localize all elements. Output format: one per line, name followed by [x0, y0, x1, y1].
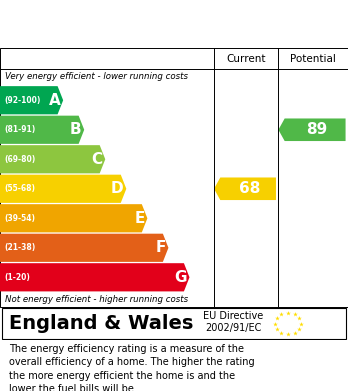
Text: England & Wales: England & Wales: [9, 314, 193, 333]
Polygon shape: [0, 86, 63, 114]
Polygon shape: [214, 178, 276, 200]
Text: Very energy efficient - lower running costs: Very energy efficient - lower running co…: [5, 72, 188, 81]
Text: A: A: [49, 93, 61, 108]
Text: D: D: [111, 181, 124, 196]
Text: C: C: [92, 152, 102, 167]
Text: (81-91): (81-91): [4, 125, 35, 134]
Text: (1-20): (1-20): [4, 273, 30, 282]
Polygon shape: [278, 118, 346, 141]
Polygon shape: [0, 116, 84, 144]
Text: (69-80): (69-80): [4, 155, 35, 164]
Text: F: F: [155, 240, 166, 255]
Text: The energy efficiency rating is a measure of the
overall efficiency of a home. T: The energy efficiency rating is a measur…: [9, 344, 254, 391]
Polygon shape: [0, 145, 105, 173]
Text: Potential: Potential: [290, 54, 336, 64]
Polygon shape: [0, 204, 147, 232]
Text: Not energy efficient - higher running costs: Not energy efficient - higher running co…: [5, 295, 188, 304]
Text: G: G: [174, 270, 187, 285]
Text: Current: Current: [227, 54, 266, 64]
Text: (21-38): (21-38): [4, 243, 35, 252]
Text: (55-68): (55-68): [4, 184, 35, 193]
Text: EU Directive
2002/91/EC: EU Directive 2002/91/EC: [203, 311, 263, 333]
Text: Energy Efficiency Rating: Energy Efficiency Rating: [10, 16, 220, 32]
Text: 89: 89: [306, 122, 327, 137]
Text: (92-100): (92-100): [4, 96, 41, 105]
Text: E: E: [134, 211, 145, 226]
Text: 68: 68: [239, 181, 260, 196]
Polygon shape: [0, 263, 189, 291]
Text: B: B: [70, 122, 81, 137]
Text: (39-54): (39-54): [4, 214, 35, 223]
Polygon shape: [0, 234, 168, 262]
Polygon shape: [0, 175, 126, 203]
